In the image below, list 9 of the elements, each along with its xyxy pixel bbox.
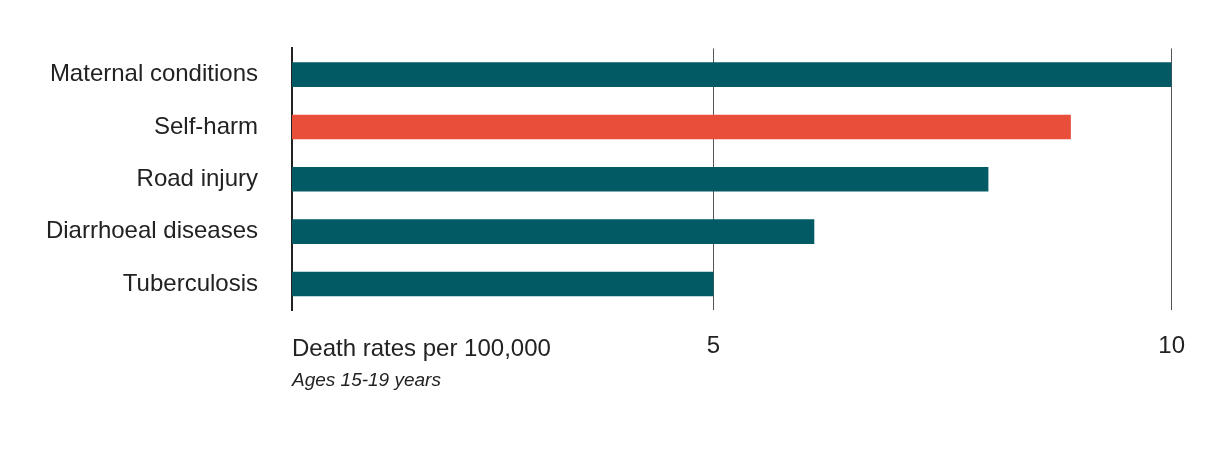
text: Ages 15-19 years bbox=[291, 369, 442, 391]
y-tick-label: Road injury bbox=[136, 163, 258, 191]
x-tick-label: 5 bbox=[706, 331, 721, 359]
y-tick-label: Tuberculosis bbox=[122, 268, 258, 296]
y-tick-label: Maternal conditions bbox=[49, 59, 258, 87]
x-axis-title: Death rates per 100,000 bbox=[292, 334, 551, 362]
y-tick-label: Diarrhoeal diseases bbox=[45, 216, 258, 244]
y-tick-label: Self-harm bbox=[153, 111, 258, 139]
x-tick-label: 10 bbox=[1158, 331, 1185, 359]
